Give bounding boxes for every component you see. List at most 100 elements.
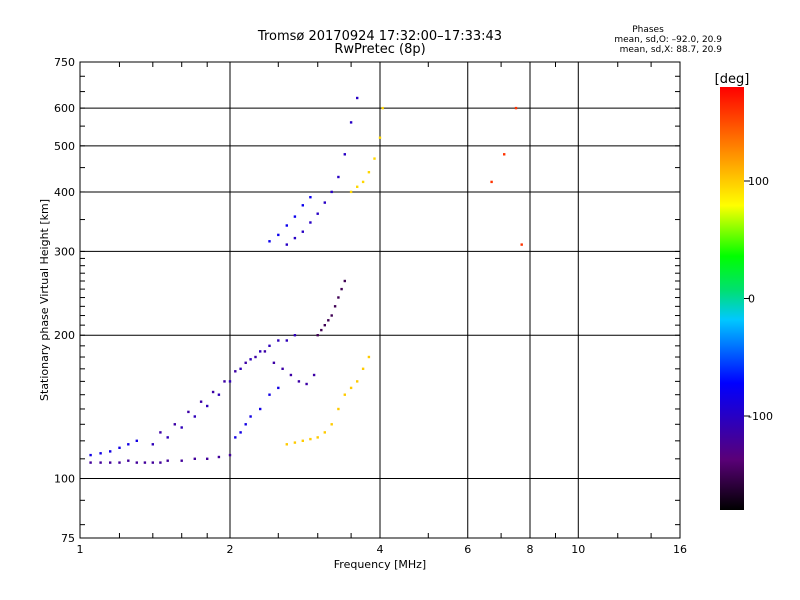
data-point — [228, 380, 232, 383]
plot-area: 1 2 4 6 8 10 16 75 100 200 300 400 500 600 750 — [54, 56, 687, 556]
data-point — [254, 355, 257, 359]
data-point — [340, 287, 343, 291]
data-point — [159, 461, 162, 464]
data-point — [173, 423, 176, 426]
data-point — [312, 373, 316, 377]
data-point — [285, 243, 288, 246]
data-point — [89, 461, 92, 464]
x-tick-label: 16 — [673, 543, 687, 556]
data-point — [193, 457, 196, 460]
colorbar-tick-label: -100 — [748, 410, 773, 423]
x-tick-label: 10 — [571, 543, 585, 556]
colorbar-tick-label: 0 — [748, 293, 755, 306]
data-point — [151, 443, 154, 446]
data-point — [239, 431, 242, 434]
data-point — [293, 441, 297, 444]
data-point — [323, 324, 326, 327]
phases-mean-x: mean, sd,X: 88.7, 20.9 — [620, 45, 723, 55]
colorbar-tick-label: 100 — [748, 175, 769, 188]
data-point — [249, 415, 252, 418]
data-point — [135, 461, 138, 464]
data-point — [199, 400, 203, 403]
data-point — [361, 180, 365, 184]
data-point — [277, 339, 280, 342]
y-tick-label: 75 — [61, 532, 75, 545]
data-point — [99, 452, 102, 455]
data-point — [285, 224, 288, 227]
data-point — [337, 407, 340, 411]
data-point — [330, 314, 333, 317]
data-point — [367, 355, 371, 359]
data-point — [323, 431, 326, 434]
grid — [80, 62, 680, 538]
data-point — [490, 180, 493, 184]
data-point — [293, 236, 297, 240]
data-point — [151, 461, 154, 464]
data-point — [320, 328, 323, 332]
data-point — [301, 439, 304, 442]
data-point — [361, 367, 365, 370]
data-point — [206, 404, 209, 408]
data-point — [239, 367, 242, 370]
data-point — [135, 439, 138, 442]
data-point — [217, 455, 221, 459]
data-point — [343, 393, 346, 396]
chart-subtitle: RwPretec (8p) — [334, 42, 425, 57]
data-point — [263, 350, 267, 353]
data-point — [223, 380, 226, 383]
data-point — [234, 370, 237, 373]
y-tick-label: 600 — [54, 102, 75, 115]
data-point — [316, 436, 319, 439]
data-point — [309, 437, 312, 441]
data-point — [337, 175, 340, 179]
data-point — [356, 185, 359, 188]
data-point — [343, 279, 346, 283]
data-point — [187, 410, 190, 414]
data-point — [285, 443, 288, 446]
data-point — [378, 136, 382, 139]
data-point — [99, 461, 102, 464]
data-point — [373, 157, 376, 160]
data-point — [268, 240, 271, 243]
data-point — [217, 393, 221, 396]
colorbar-gradient — [720, 87, 744, 510]
data-point — [109, 450, 112, 453]
data-point — [316, 212, 319, 215]
y-tick-label: 750 — [54, 56, 75, 69]
y-tick-label: 400 — [54, 186, 75, 199]
data-point — [289, 373, 293, 377]
chart-title: Tromsø 20170924 17:32:00–17:33:43 — [257, 29, 502, 44]
colorbar-ticks: 100 0 -100 — [744, 175, 773, 423]
y-tick-label: 100 — [54, 473, 75, 486]
data-point — [244, 423, 247, 426]
data-point — [259, 407, 262, 411]
data-point — [193, 415, 196, 418]
data-point — [333, 305, 337, 308]
data-point — [166, 459, 169, 462]
data-point — [127, 459, 130, 462]
data-point — [305, 382, 308, 386]
x-tick-label: 1 — [77, 543, 84, 556]
y-tick-label: 500 — [54, 140, 75, 153]
data-point — [520, 243, 523, 246]
y-axis-label: Stationary phase Virtual Height [km] — [38, 199, 51, 401]
data-points — [89, 96, 523, 464]
data-point — [211, 390, 215, 394]
x-tick-label: 2 — [227, 543, 234, 556]
data-point — [259, 350, 262, 353]
data-point — [293, 334, 297, 337]
data-point — [356, 96, 359, 100]
data-point — [337, 296, 340, 299]
data-point — [228, 453, 232, 457]
data-point — [285, 339, 288, 342]
data-point — [281, 367, 284, 370]
data-point — [244, 361, 247, 364]
colorbar-label: [deg] — [715, 72, 750, 87]
data-point — [249, 358, 252, 361]
phases-heading: Phases — [632, 25, 664, 35]
data-point — [143, 461, 147, 464]
data-point — [327, 319, 330, 322]
data-point — [234, 436, 237, 439]
data-point — [301, 204, 304, 207]
